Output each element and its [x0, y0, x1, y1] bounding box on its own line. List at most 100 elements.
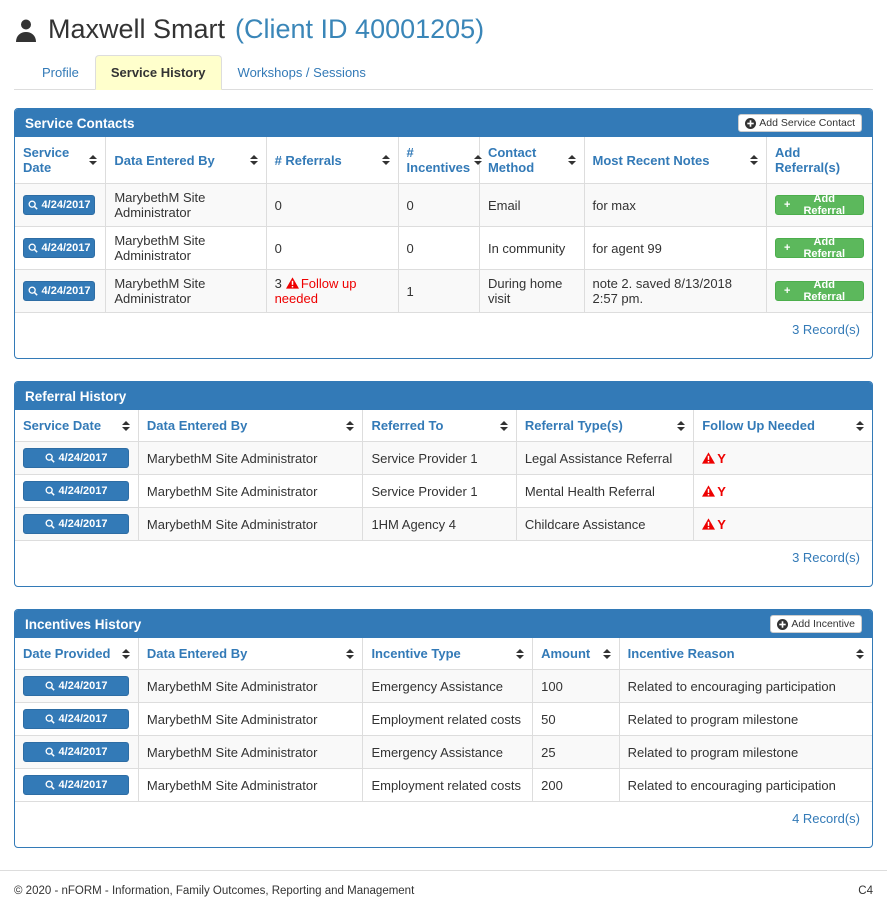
notes-cell: for agent 99	[583, 226, 767, 270]
col-amount[interactable]: Amount	[532, 638, 620, 670]
col-date-provided[interactable]: Date Provided	[15, 638, 139, 670]
notes-cell: for max	[583, 183, 767, 227]
view-incentive-button[interactable]: 4/24/2017	[23, 742, 129, 762]
referrals-cell: 0	[265, 226, 399, 270]
add-incentive-button[interactable]: Add Incentive	[770, 615, 862, 633]
plus-circle-icon	[777, 618, 789, 630]
add-referral-button[interactable]: + Add Referral	[775, 279, 864, 303]
tab-service-history[interactable]: Service History	[94, 55, 222, 90]
amount-cell: 100	[532, 669, 620, 703]
entered-by-cell: MarybethM Site Administrator	[105, 269, 267, 313]
add-referral-button[interactable]: + Add Referral	[775, 193, 864, 217]
client-header: Maxwell Smart (Client ID 40001205)	[14, 10, 873, 55]
notes-cell: note 2. saved 8/13/2018 2:57 pm.	[583, 269, 767, 313]
col-add-referrals: Add Referral(s)	[766, 137, 872, 184]
col-most-recent-notes[interactable]: Most Recent Notes	[583, 137, 767, 184]
follow-up-cell: Y	[693, 474, 872, 508]
col-referred-to[interactable]: Referred To	[362, 410, 517, 442]
referral-history-title: Referral History	[25, 388, 127, 404]
warning-icon	[285, 277, 299, 289]
tab-workshops-sessions[interactable]: Workshops / Sessions	[237, 65, 366, 80]
col-service-date[interactable]: Service Date	[15, 137, 106, 184]
col-referral-types[interactable]: Referral Type(s)	[515, 410, 694, 442]
sort-icon	[856, 420, 864, 431]
sort-icon	[516, 648, 525, 659]
search-icon	[45, 780, 55, 790]
col-data-entered-by[interactable]: Data Entered By	[105, 137, 267, 184]
follow-up-cell: Y	[693, 507, 872, 541]
referral-type-cell: Childcare Assistance	[515, 507, 694, 541]
incentive-type-cell: Employment related costs	[362, 702, 533, 736]
table-row: 4/24/2017 MarybethM Site Administrator S…	[15, 441, 872, 475]
col-service-date[interactable]: Service Date	[15, 410, 139, 442]
sort-icon	[856, 648, 864, 659]
incentives-cell: 1	[397, 269, 480, 313]
view-incentive-button[interactable]: 4/24/2017	[23, 709, 129, 729]
contact-method-cell: Email	[478, 183, 584, 227]
col-data-entered-by[interactable]: Data Entered By	[137, 410, 363, 442]
search-icon	[45, 519, 55, 529]
incentives-history-panel: Incentives History Add Incentive Date Pr…	[14, 609, 873, 848]
table-row: 4/24/2017 MarybethM Site Administrator E…	[15, 702, 872, 736]
referral-type-cell: Legal Assistance Referral	[515, 441, 694, 475]
view-service-contact-button[interactable]: 4/24/2017	[23, 238, 95, 258]
service-contacts-panel: Service Contacts Add Service Contact Ser…	[14, 108, 873, 359]
sort-icon	[89, 155, 98, 165]
col-num-incentives[interactable]: # Incentives	[397, 137, 483, 184]
follow-up-needed-text: Follow up needed	[274, 276, 357, 306]
contact-method-cell: In community	[478, 226, 584, 270]
referral-type-cell: Mental Health Referral	[515, 474, 694, 508]
col-contact-method[interactable]: Contact Method	[478, 137, 584, 184]
referral-history-panel: Referral History Service Date Data Enter…	[14, 381, 873, 587]
entered-by-cell: MarybethM Site Administrator	[137, 768, 363, 802]
sort-icon	[750, 155, 759, 165]
incentives-history-table: Date Provided Data Entered By Incentive …	[15, 638, 872, 802]
warning-icon	[702, 484, 716, 497]
view-incentive-button[interactable]: 4/24/2017	[23, 775, 129, 795]
sort-icon	[567, 155, 576, 165]
page-code: C4	[858, 885, 873, 897]
view-service-contact-button[interactable]: 4/24/2017	[23, 281, 95, 301]
record-count: 3 Record(s)	[792, 550, 860, 565]
amount-cell: 200	[532, 768, 620, 802]
table-row: 4/24/2017 MarybethM Site Administrator 1…	[15, 507, 872, 541]
sort-icon	[602, 648, 611, 659]
view-service-contact-button[interactable]: 4/24/2017	[23, 195, 95, 215]
incentives-history-heading: Incentives History Add Incentive	[15, 610, 872, 638]
service-contacts-heading: Service Contacts Add Service Contact	[15, 109, 872, 137]
sort-icon	[499, 420, 508, 431]
search-icon	[28, 200, 38, 210]
incentive-reason-cell: Related to program milestone	[618, 735, 872, 769]
col-data-entered-by[interactable]: Data Entered By	[137, 638, 363, 670]
col-incentive-reason[interactable]: Incentive Reason	[618, 638, 872, 670]
referral-history-heading: Referral History	[15, 382, 872, 410]
add-service-contact-button[interactable]: Add Service Contact	[738, 114, 862, 132]
sort-icon	[346, 648, 355, 659]
person-icon	[16, 19, 36, 42]
incentives-cell: 0	[397, 226, 480, 270]
sort-icon	[474, 155, 483, 165]
entered-by-cell: MarybethM Site Administrator	[137, 669, 363, 703]
col-num-referrals[interactable]: # Referrals	[265, 137, 399, 184]
record-count: 3 Record(s)	[792, 322, 860, 337]
view-referral-button[interactable]: 4/24/2017	[23, 481, 129, 501]
tab-profile[interactable]: Profile	[42, 65, 79, 80]
entered-by-cell: MarybethM Site Administrator	[105, 226, 267, 270]
view-referral-button[interactable]: 4/24/2017	[23, 514, 129, 534]
search-icon	[28, 243, 38, 253]
col-incentive-type[interactable]: Incentive Type	[362, 638, 533, 670]
entered-by-cell: MarybethM Site Administrator	[137, 702, 363, 736]
referred-to-cell: Service Provider 1	[362, 474, 517, 508]
plus-icon: +	[784, 199, 791, 211]
view-referral-button[interactable]: 4/24/2017	[23, 448, 129, 468]
col-follow-up-needed[interactable]: Follow Up Needed	[693, 410, 872, 442]
referred-to-cell: 1HM Agency 4	[362, 507, 517, 541]
add-referral-button[interactable]: + Add Referral	[775, 236, 864, 260]
incentive-type-cell: Employment related costs	[362, 768, 533, 802]
view-incentive-button[interactable]: 4/24/2017	[23, 676, 129, 696]
incentive-reason-cell: Related to encouraging participation	[618, 669, 872, 703]
incentives-history-title: Incentives History	[25, 616, 142, 632]
referrals-cell: 0	[265, 183, 399, 227]
incentive-reason-cell: Related to encouraging participation	[618, 768, 872, 802]
record-count: 4 Record(s)	[792, 811, 860, 826]
